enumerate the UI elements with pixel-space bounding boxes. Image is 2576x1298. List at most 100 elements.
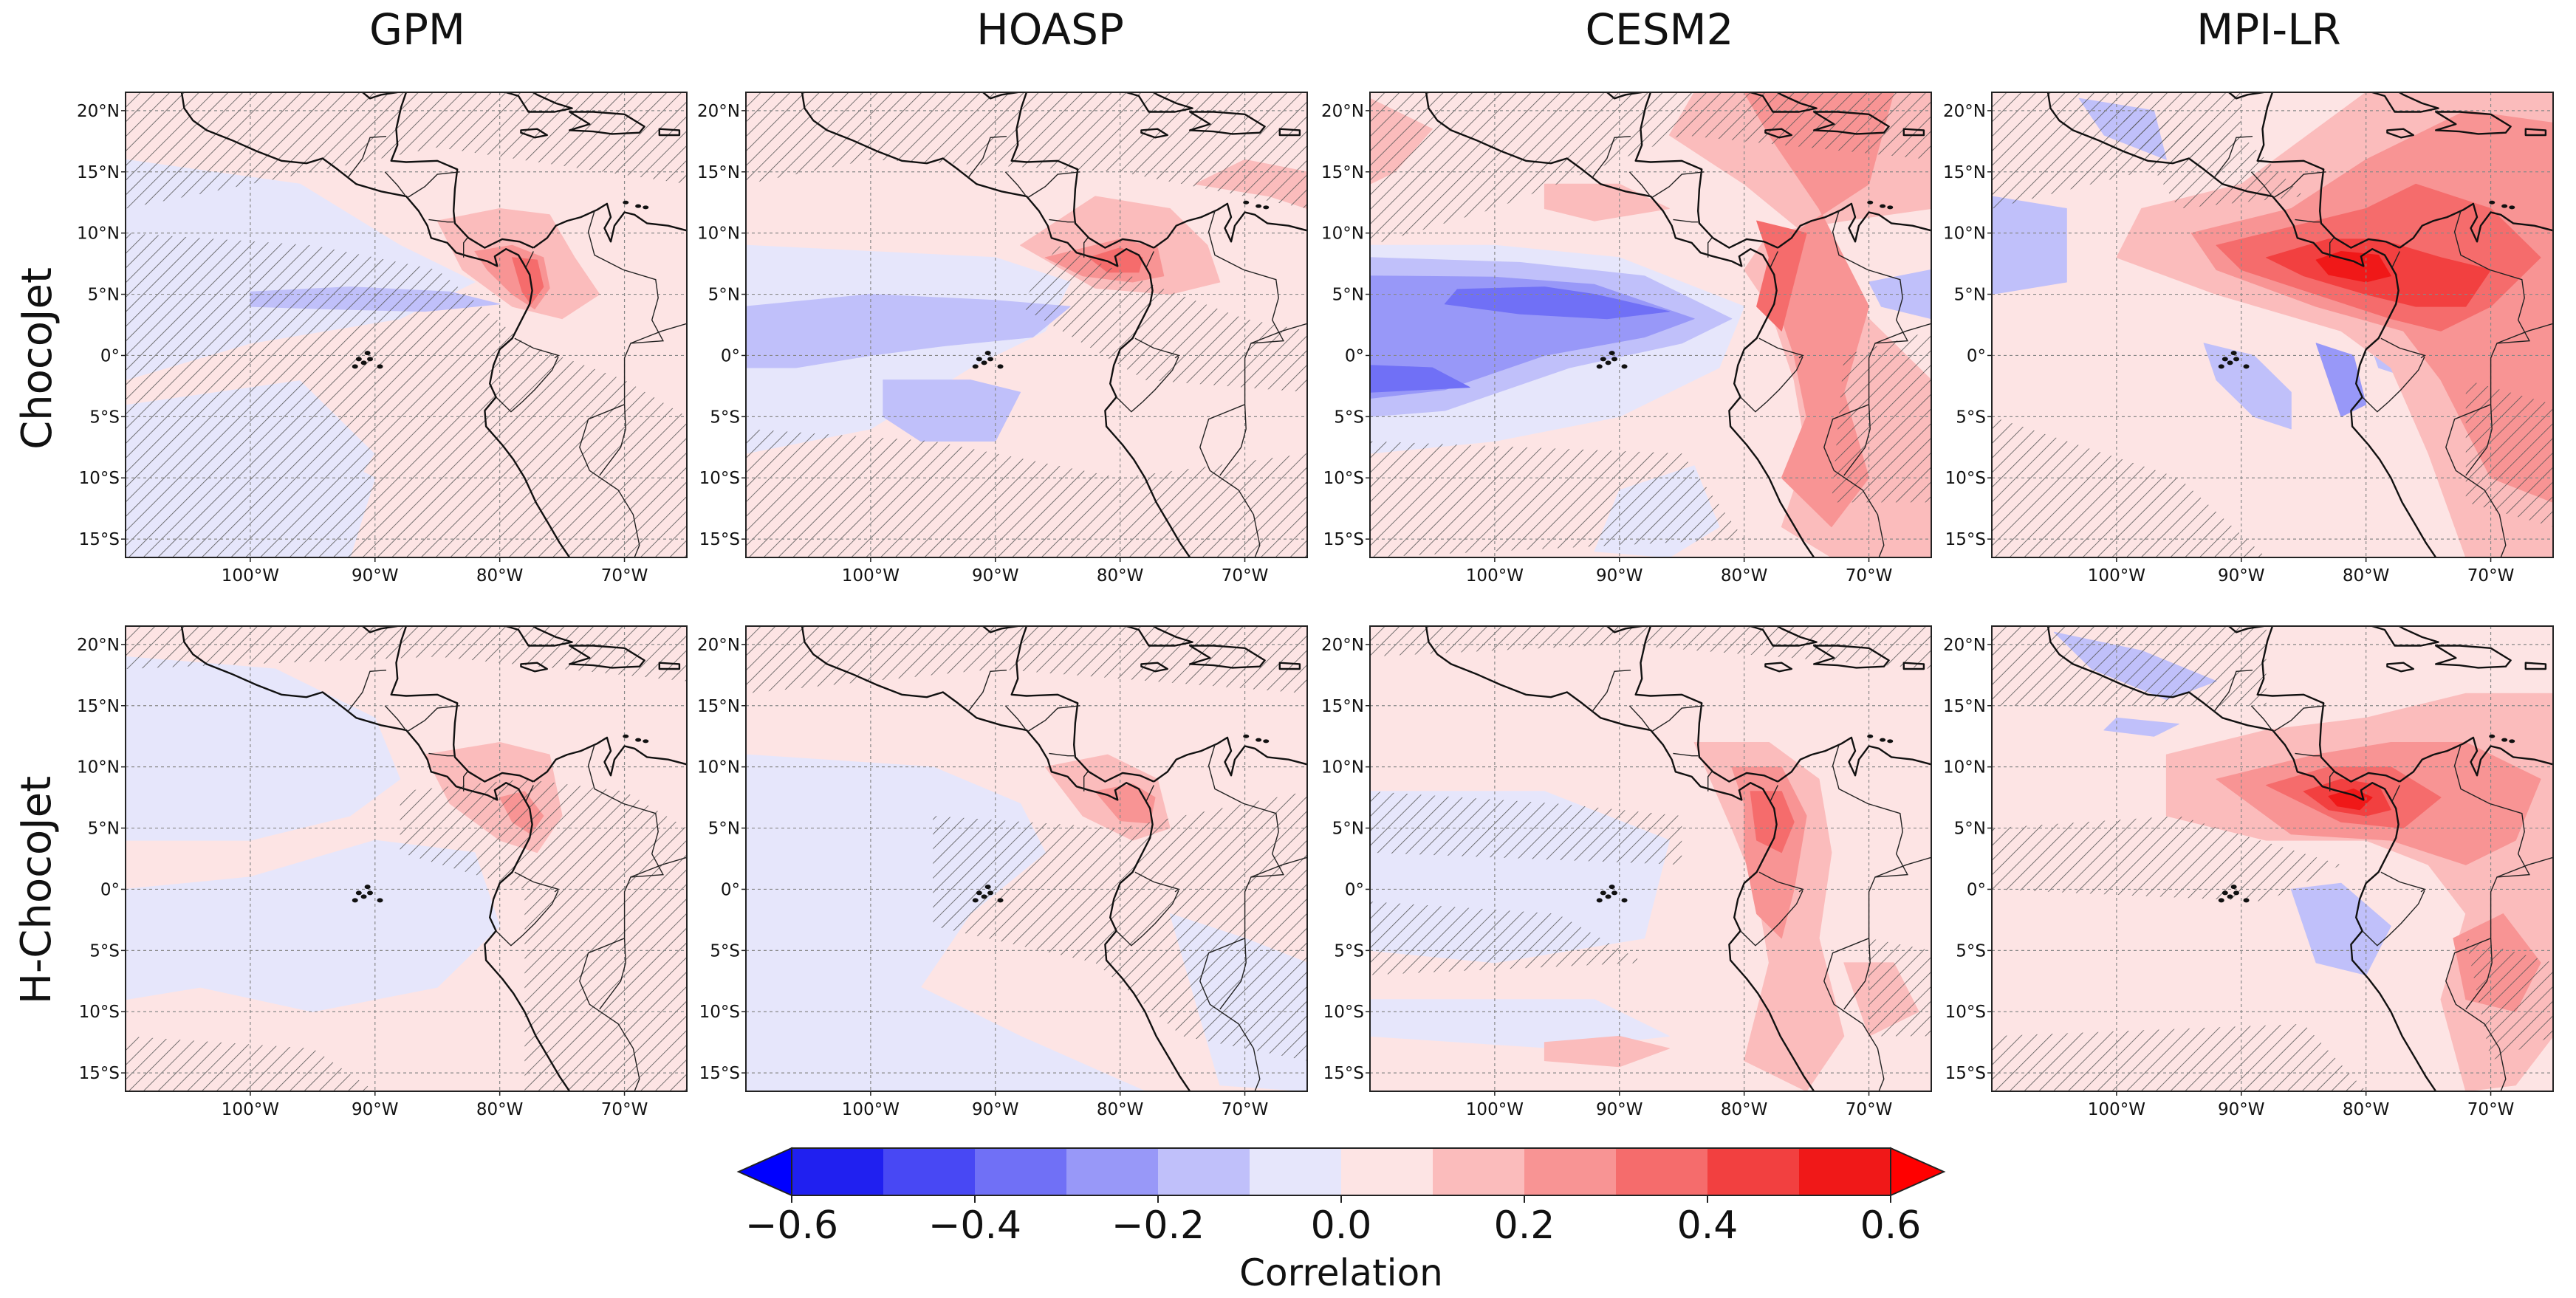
island-coastline [2524,662,2547,670]
y-tick-label: 5°S [1956,408,1986,427]
country-border [463,771,468,791]
country-border [407,705,460,732]
colorbar-bin [975,1148,1067,1195]
small-island [2501,738,2508,742]
galapagos-island [1596,898,1603,903]
significance-hatch [2116,110,2304,209]
colorbar-bin [1616,1148,1708,1195]
significance-hatch [2465,938,2553,1061]
island-coastline [658,128,681,137]
y-tick-label: 10°N [1943,758,1986,777]
small-island [1243,200,1250,205]
country-border [2295,752,2320,757]
galapagos-island [972,364,979,369]
country-border [1250,323,1307,344]
y-tick-label: 5°N [708,820,740,839]
x-tick-label: 80°W [1097,1100,1144,1119]
y-tick-label: 5°S [710,941,740,961]
y-tick-label: 15°S [699,530,740,549]
small-island [1887,205,1894,210]
galapagos-island [2227,894,2233,899]
colorbar-bin [1250,1148,1342,1195]
contour-fill [2315,251,2391,283]
country-border [1592,670,1631,712]
significance-hatch [1370,92,1931,246]
galapagos-island [2218,898,2224,903]
significance-hatch [1020,245,1307,393]
country-border [1758,337,1804,359]
island-coastline [1278,128,1301,137]
country-border [579,938,640,1091]
colorbar-bin [1707,1148,1800,1195]
country-border [1199,938,1261,1091]
y-tick-label: 15°S [1945,530,1986,549]
country-border [347,136,387,179]
country-border [514,871,560,893]
colorbar-bin [1799,1148,1891,1195]
country-border [347,670,387,712]
country-border [1083,771,1089,791]
colorbar-bin [1158,1148,1250,1195]
island-coastline [1140,662,1168,673]
galapagos-island [997,898,1004,903]
y-tick-label: 5°S [710,408,740,427]
y-tick-label: 10°S [699,469,740,488]
country-border [1628,171,1650,196]
small-island [1867,200,1874,205]
row-title-h-chocojet-text: H-ChocoJet [13,775,61,1004]
coastline [2046,92,2437,557]
x-tick-label: 90°W [972,1100,1019,1119]
y-tick-label: 20°N [697,102,740,121]
coastline [1153,202,1307,249]
galapagos-island [377,898,383,903]
coastline [180,626,571,1091]
small-island [643,739,649,744]
map-panel-chocojet-mpi-lr: 20°N 15°N 10°N 5°N 0° 5°S 10°S 15°S 100°W 90°W 80°… [1943,92,2554,590]
country-border [1004,705,1026,729]
y-tick-label: 0° [1967,346,1986,365]
country-border [2496,323,2553,344]
island-coastline [1813,111,1890,135]
island-coastline [2386,128,2414,139]
coastline [1634,626,1778,783]
country-border [428,219,454,223]
map-panel-h-chocojet-gpm: 20°N 15°N 10°N 5°N 0° 5°S 10°S 15°S 100°W 90°W 80°… [77,625,688,1124]
galapagos-island [972,898,979,903]
y-tick-label: 15°N [77,163,120,182]
x-tick-label: 90°W [2218,566,2265,586]
coastline [2399,202,2553,249]
contour-fill [1370,365,1470,393]
country-border [2213,136,2253,179]
x-tick-label: 90°W [1596,1100,1643,1119]
small-island [1880,738,1886,742]
country-border [1134,871,1180,893]
significance-hatch [1992,816,2341,902]
colorbar-tick-label: −0.6 [745,1203,838,1248]
y-tick-label: 10°N [77,224,120,244]
x-tick-label: 70°W [2467,1100,2515,1119]
island-coastline [1902,128,1925,137]
galapagos-island [987,357,994,362]
galapagos-island [1605,360,1611,365]
column-title-hoasp: HOASP [976,4,1124,55]
column-title-gpm: GPM [369,4,465,55]
galapagos-island [355,357,362,362]
country-border [1145,785,1154,802]
island-coastline [1747,92,1818,113]
island-coastline [1278,662,1301,670]
significance-hatch [1868,938,1931,1037]
row-title-h-chocojet: H-ChocoJet [0,775,81,1003]
map-frame [125,625,688,1092]
island-coastline [1764,128,1792,139]
small-island [725,207,731,210]
significance-hatch [126,233,687,557]
x-tick-label: 80°W [1721,1100,1768,1119]
contour-fill [512,257,544,305]
y-tick-label: 15°N [697,163,740,182]
y-tick-label: 5°N [1332,286,1364,305]
colorbar: −0.6 −0.4 −0.2 0.0 0.2 0.4 0.6 Correlation [736,1147,1946,1288]
y-tick-label: 20°N [1321,636,1364,655]
country-border [599,938,626,1010]
galapagos-island [2243,364,2250,369]
y-tick-label: 10°S [79,469,120,488]
